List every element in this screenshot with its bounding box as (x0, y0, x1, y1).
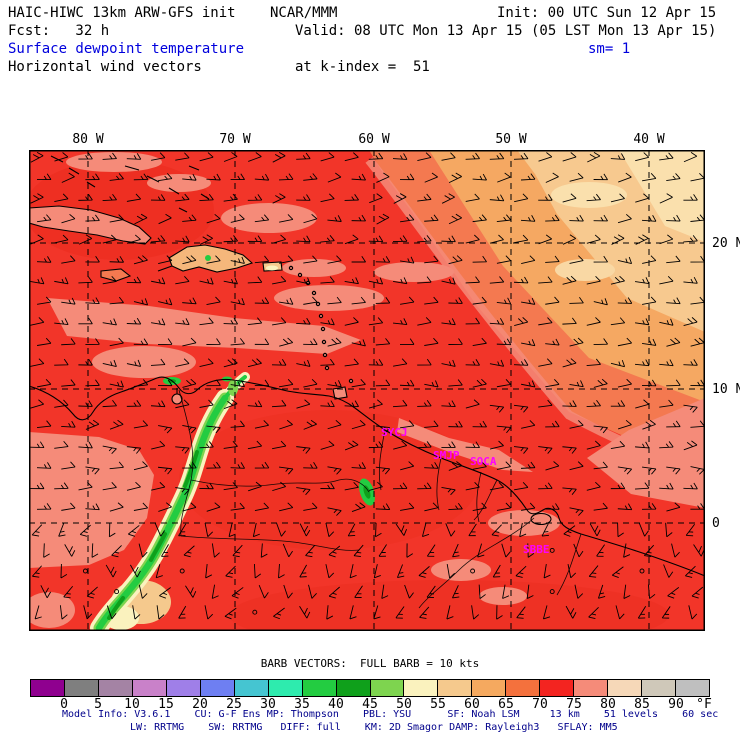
colorbar-cell (608, 680, 643, 696)
colorbar-tick: 90 (668, 697, 684, 712)
colorbar-tick: 50 (396, 697, 412, 712)
colorbar-cell (370, 680, 405, 696)
colorbar-tick: 0 (60, 697, 68, 712)
dewpoint-map-svg: SYCJ SMJP SOCA SBBE (23, 150, 707, 650)
colorbar-tick: 85 (634, 697, 650, 712)
station-label: SMJP (433, 449, 460, 462)
x-tick-label: 80 W (72, 132, 104, 147)
colorbar-cell (132, 680, 167, 696)
colorbar-labels: 0 5 10 15 20 25 30 35 40 45 50 55 60 65 70 75 80 85 90 °F (30, 697, 730, 712)
colorbar-tick: 55 (430, 697, 446, 712)
colorbar-tick: 60 (464, 697, 480, 712)
colorbar-cell (268, 680, 303, 696)
init-time: Init: 00 UTC Sun 12 Apr 15 (497, 5, 717, 21)
colorbar-tick: 40 (328, 697, 344, 712)
station-label: SBBE (523, 543, 550, 556)
colorbar-cell (540, 680, 575, 696)
colorbar-cell (506, 680, 541, 696)
field-title-2: Horizontal wind vectors (8, 59, 202, 75)
org-label: NCAR/MMM (270, 5, 338, 21)
colorbar-cell (438, 680, 473, 696)
colorbar-cell (166, 680, 201, 696)
colorbar-tick: 45 (362, 697, 378, 712)
model-info-line1: Model Info: V3.6.1 CU: G-F Ens MP: Thomp… (62, 709, 719, 720)
colorbar-cell (676, 680, 710, 696)
colorbar-tick: 20 (192, 697, 208, 712)
colorbar-unit: °F (696, 697, 712, 712)
colorbar-cell (336, 680, 371, 696)
colorbar-tick: 25 (226, 697, 242, 712)
map-canvas: SYCJ SMJP SOCA SBBE (23, 150, 707, 650)
colorbar-cell (642, 680, 677, 696)
model-title: HAIC-HIWC 13km ARW-GFS init (8, 5, 236, 21)
field-title: Surface dewpoint temperature (8, 41, 245, 57)
colorbar-cell (64, 680, 99, 696)
colorbar-cell (234, 680, 269, 696)
colorbar (30, 679, 710, 697)
colorbar-cell (302, 680, 337, 696)
x-tick-label: 70 W (219, 132, 251, 147)
colorbar-tick: 80 (600, 697, 616, 712)
colorbar-cell (404, 680, 439, 696)
y-tick-label: 0 (712, 516, 720, 531)
colorbar-cell (98, 680, 133, 696)
colorbar-tick: 75 (566, 697, 582, 712)
station-label: SOCA (470, 455, 497, 468)
y-tick-label: 10 N (712, 382, 740, 397)
station-label: SYCJ (381, 426, 408, 439)
colorbar-cell (472, 680, 507, 696)
x-tick-label: 50 W (495, 132, 527, 147)
colorbar-tick: 65 (498, 697, 514, 712)
smooth-label: sm= 1 (588, 41, 631, 57)
level-label: at k-index = 51 (295, 59, 430, 75)
valid-time: Valid: 08 UTC Mon 13 Apr 15 (05 LST Mon … (295, 23, 717, 39)
colorbar-cell (200, 680, 235, 696)
model-info-line2: LW: RRTMG SW: RRTMG DIFF: full KM: 2D Sm… (130, 722, 618, 733)
colorbar-tick: 5 (94, 697, 102, 712)
x-tick-label: 60 W (358, 132, 390, 147)
fcst-hour: Fcst: 32 h (8, 23, 110, 39)
colorbar-cell (574, 680, 609, 696)
colorbar-tick: 70 (532, 697, 548, 712)
colorbar-tick: 15 (158, 697, 174, 712)
colorbar-tick: 10 (124, 697, 140, 712)
y-tick-label: 20 N (712, 236, 740, 251)
x-tick-label: 40 W (633, 132, 665, 147)
colorbar-tick: 30 (260, 697, 276, 712)
colorbar-cell (31, 680, 65, 696)
colorbar-tick: 35 (294, 697, 310, 712)
barb-legend: BARB VECTORS: FULL BARB = 10 kts (260, 657, 480, 670)
